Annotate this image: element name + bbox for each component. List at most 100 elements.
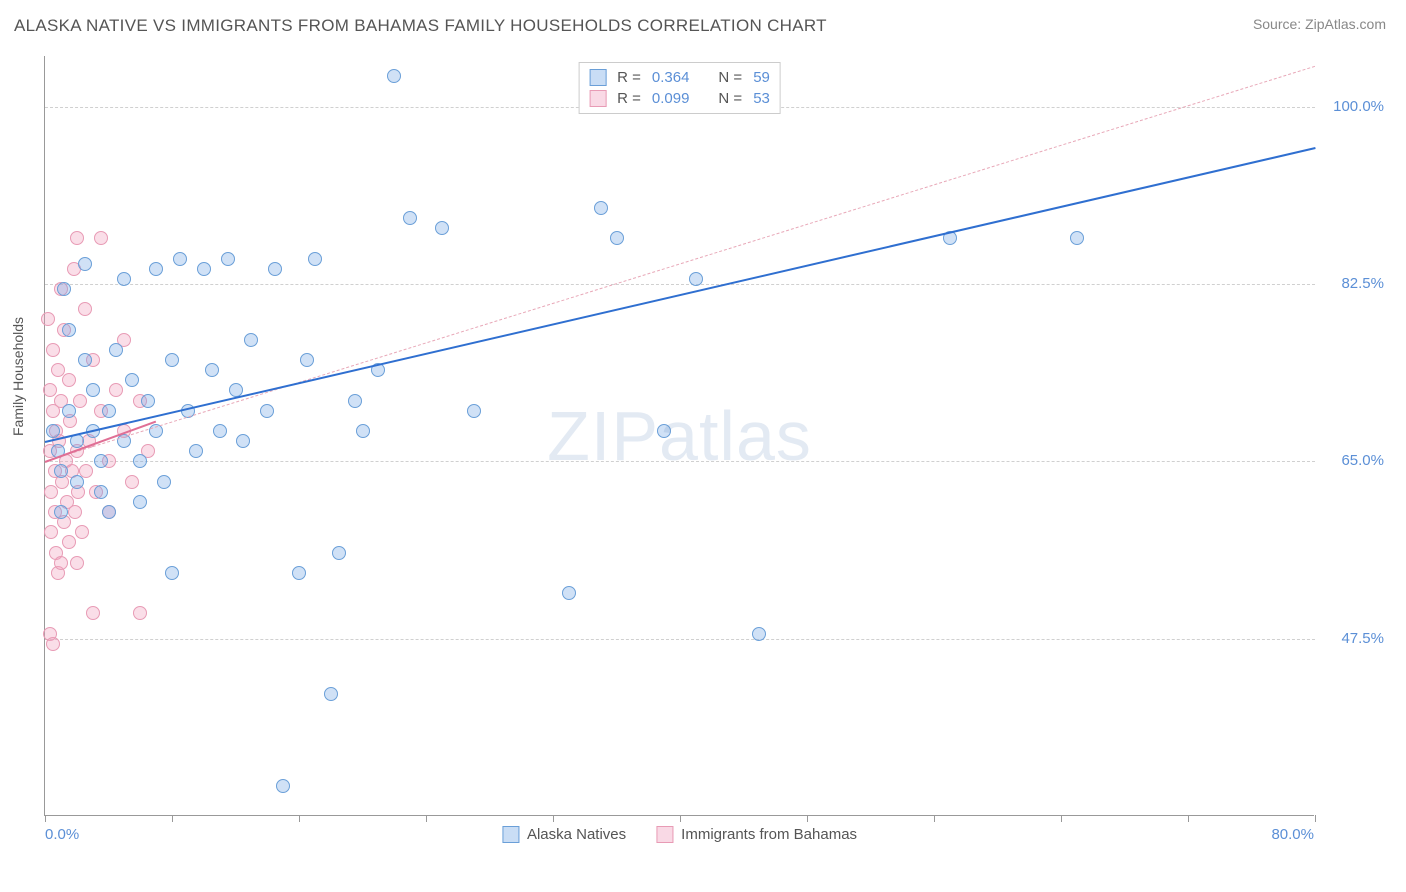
data-point: [62, 404, 76, 418]
data-point: [260, 404, 274, 418]
x-tick: [1188, 815, 1189, 822]
data-point: [221, 252, 235, 266]
data-point: [75, 525, 89, 539]
data-point: [62, 323, 76, 337]
data-point: [41, 312, 55, 326]
swatch-pink-icon: [589, 90, 606, 107]
data-point: [62, 373, 76, 387]
data-point: [94, 231, 108, 245]
data-point: [109, 343, 123, 357]
data-point: [356, 424, 370, 438]
watermark: ZIPatlas: [547, 396, 812, 476]
data-point: [86, 383, 100, 397]
legend-label: Alaska Natives: [527, 826, 626, 843]
source-label: Source: ZipAtlas.com: [1253, 16, 1386, 32]
y-tick-label: 47.5%: [1320, 630, 1384, 647]
data-point: [387, 69, 401, 83]
data-point: [610, 231, 624, 245]
y-tick-label: 65.0%: [1320, 452, 1384, 469]
x-tick: [299, 815, 300, 822]
gridline: [45, 639, 1315, 640]
gridline: [45, 461, 1315, 462]
data-point: [236, 434, 250, 448]
data-point: [268, 262, 282, 276]
legend-row-blue: R = 0.364 N = 59: [589, 67, 770, 88]
data-point: [78, 302, 92, 316]
x-tick: [1061, 815, 1062, 822]
legend-row-pink: R = 0.099 N = 53: [589, 88, 770, 109]
data-point: [102, 404, 116, 418]
data-point: [348, 394, 362, 408]
data-point: [54, 505, 68, 519]
y-tick-label: 100.0%: [1320, 98, 1384, 115]
x-tick: [1315, 815, 1316, 822]
legend-label: Immigrants from Bahamas: [681, 826, 857, 843]
data-point: [133, 606, 147, 620]
data-point: [165, 566, 179, 580]
data-point: [70, 556, 84, 570]
data-point: [308, 252, 322, 266]
data-point: [117, 272, 131, 286]
trend-line: [45, 147, 1315, 443]
data-point: [1070, 231, 1084, 245]
data-point: [205, 363, 219, 377]
data-point: [165, 353, 179, 367]
x-tick: [934, 815, 935, 822]
x-axis-max-label: 80.0%: [1271, 826, 1314, 843]
data-point: [133, 495, 147, 509]
data-point: [44, 525, 58, 539]
data-point: [78, 353, 92, 367]
data-point: [332, 546, 346, 560]
data-point: [68, 505, 82, 519]
data-point: [70, 231, 84, 245]
data-point: [57, 282, 71, 296]
data-point: [435, 221, 449, 235]
data-point: [562, 586, 576, 600]
data-point: [324, 687, 338, 701]
data-point: [125, 475, 139, 489]
data-point: [173, 252, 187, 266]
legend-item-blue: Alaska Natives: [502, 826, 626, 843]
swatch-blue-icon: [502, 826, 519, 843]
data-point: [46, 424, 60, 438]
data-point: [102, 505, 116, 519]
swatch-pink-icon: [656, 826, 673, 843]
data-point: [467, 404, 481, 418]
x-tick: [680, 815, 681, 822]
x-tick: [45, 815, 46, 822]
data-point: [300, 353, 314, 367]
y-axis-label: Family Households: [10, 317, 26, 436]
data-point: [73, 394, 87, 408]
x-tick: [172, 815, 173, 822]
chart-container: Family Households ZIPatlas R = 0.364 N =…: [44, 56, 1388, 846]
gridline: [45, 284, 1315, 285]
data-point: [594, 201, 608, 215]
data-point: [189, 444, 203, 458]
legend-stats: R = 0.364 N = 59 R = 0.099 N = 53: [578, 62, 781, 114]
data-point: [213, 424, 227, 438]
data-point: [94, 485, 108, 499]
data-point: [109, 383, 123, 397]
data-point: [125, 373, 139, 387]
data-point: [292, 566, 306, 580]
swatch-blue-icon: [589, 69, 606, 86]
data-point: [94, 454, 108, 468]
x-tick: [807, 815, 808, 822]
data-point: [141, 394, 155, 408]
x-tick: [553, 815, 554, 822]
data-point: [657, 424, 671, 438]
chart-title: ALASKA NATIVE VS IMMIGRANTS FROM BAHAMAS…: [14, 16, 827, 36]
data-point: [54, 464, 68, 478]
data-point: [157, 475, 171, 489]
data-point: [54, 556, 68, 570]
data-point: [62, 535, 76, 549]
data-point: [86, 606, 100, 620]
plot-area: ZIPatlas R = 0.364 N = 59 R = 0.099 N = …: [44, 56, 1314, 816]
data-point: [46, 343, 60, 357]
legend-series: Alaska Natives Immigrants from Bahamas: [502, 826, 857, 843]
data-point: [78, 257, 92, 271]
data-point: [244, 333, 258, 347]
data-point: [133, 454, 147, 468]
y-tick-label: 82.5%: [1320, 275, 1384, 292]
data-point: [70, 475, 84, 489]
